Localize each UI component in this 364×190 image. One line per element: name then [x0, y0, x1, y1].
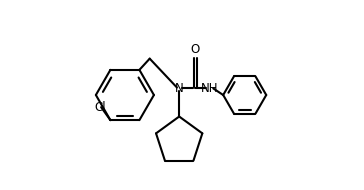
- Text: NH: NH: [201, 82, 218, 95]
- Text: O: O: [191, 43, 200, 56]
- Text: N: N: [175, 82, 183, 95]
- Text: Cl: Cl: [94, 101, 106, 114]
